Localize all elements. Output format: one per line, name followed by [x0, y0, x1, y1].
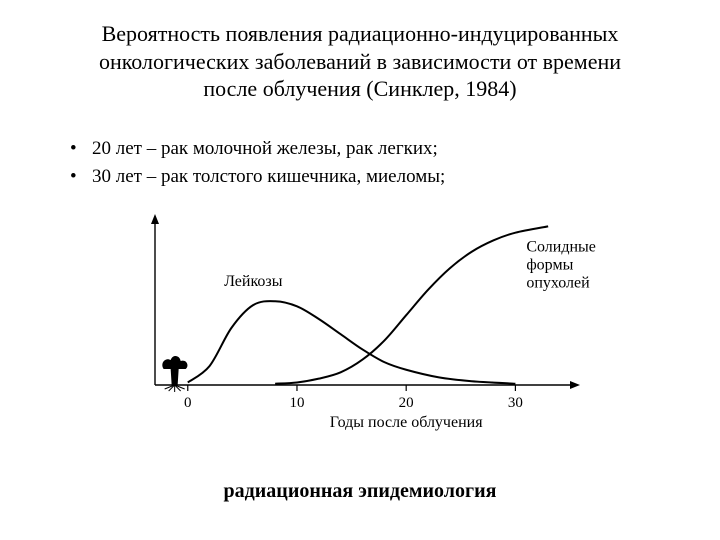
probability-chart: 0 10 20 30 Годы после облучения Лейкозы Солидн… [110, 210, 640, 440]
footer-caption: радиационная эпидемиология [0, 480, 720, 503]
bullet-text: 20 лет – рак молочной железы, рак легких… [92, 135, 438, 163]
title-line-3: после облучения (Синклер, 1984) [203, 76, 516, 101]
bullet-item: • 30 лет – рак толстого кишечника, миело… [70, 163, 445, 191]
svg-text:0: 0 [184, 395, 192, 411]
bullet-text: 30 лет – рак толстого кишечника, миеломы… [92, 163, 445, 191]
page-title: Вероятность появления радиационно-индуци… [0, 20, 720, 103]
series-Лейкозы [188, 301, 516, 384]
series-Солидные формы опухолей [275, 226, 548, 383]
series-label-leukemia: Лейкозы [224, 273, 283, 290]
title-line-1: Вероятность появления радиационно-индуци… [102, 21, 619, 46]
bullet-dot-icon: • [70, 135, 92, 163]
bullet-dot-icon: • [70, 163, 92, 191]
title-line-2: онкологических заболеваний в зависимости… [99, 49, 621, 74]
bullet-item: • 20 лет – рак молочной железы, рак легк… [70, 135, 445, 163]
series-label-solid-tumors: Солидныеформыопухолей [526, 239, 596, 292]
svg-text:30: 30 [508, 395, 523, 411]
bullet-list: • 20 лет – рак молочной железы, рак легк… [70, 135, 445, 190]
svg-text:20: 20 [399, 395, 414, 411]
explosion-icon [162, 356, 187, 392]
svg-text:10: 10 [289, 395, 304, 411]
svg-text:Годы после облучения: Годы после облучения [330, 414, 483, 431]
